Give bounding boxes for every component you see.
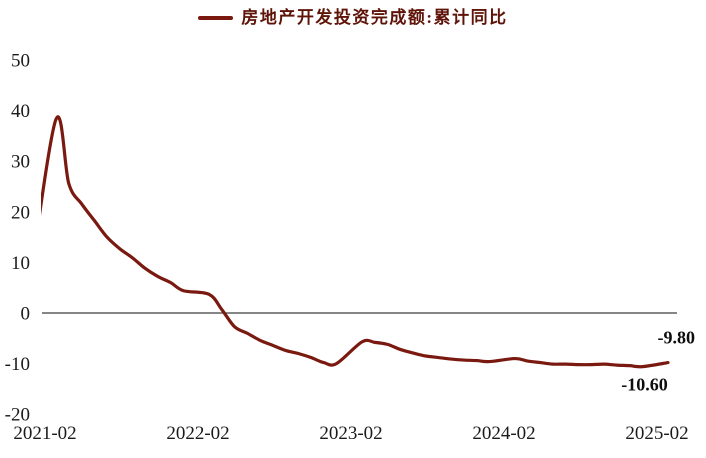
y-axis-tick-label: 50 (11, 51, 30, 72)
y-axis-tick-label: 10 (11, 253, 30, 274)
x-axis-tick-label: 2021-02 (13, 423, 76, 444)
y-axis-tick-label: -20 (5, 405, 30, 426)
y-axis-tick-label: 20 (11, 202, 30, 223)
y-axis-tick-label: 40 (11, 101, 30, 122)
x-axis-tick-label: 2024-02 (472, 423, 535, 444)
annotation-2024-12-value: -10.60 (621, 375, 668, 395)
x-axis-tick-label: 2023-02 (319, 423, 382, 444)
x-axis-tick-label: 2022-02 (166, 423, 229, 444)
y-axis-tick-label: 30 (11, 152, 30, 173)
annotation-2025-02-value: -9.80 (658, 328, 696, 348)
y-axis-tick-label: 0 (21, 304, 31, 325)
y-axis-tick-label: -10 (5, 354, 30, 375)
series-line (41, 115, 670, 369)
x-axis-tick-label: 2025-02 (625, 423, 688, 444)
